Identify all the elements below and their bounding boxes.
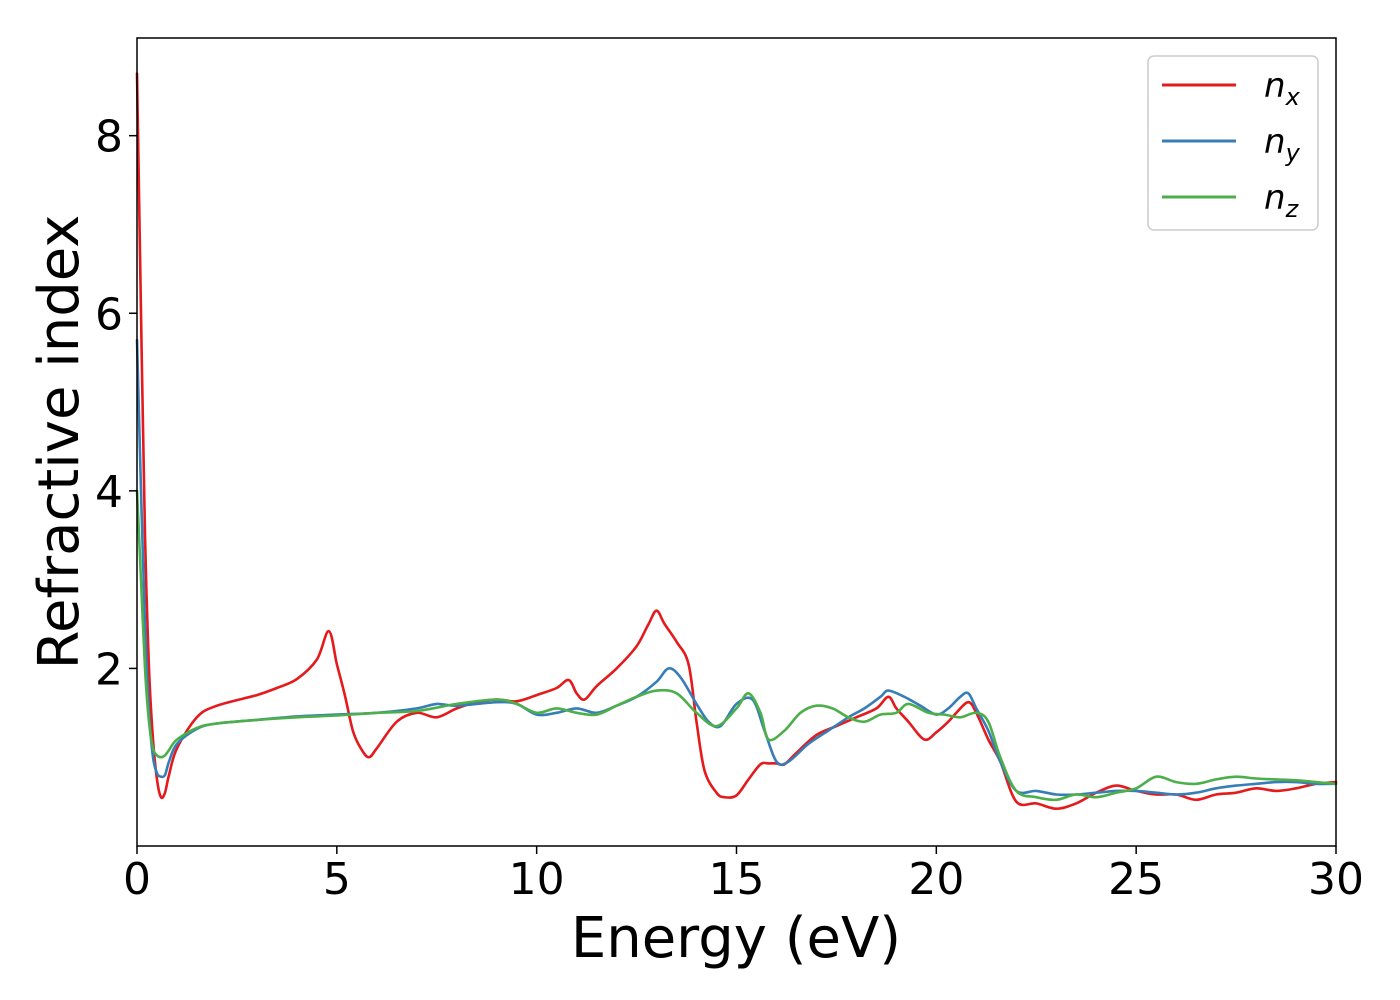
series-line-ny [135,338,1338,797]
y-axis: 2 4 6 8 [95,112,137,695]
x-tick-label: 0 [123,854,151,905]
series-layer [135,72,1338,810]
y-tick-label: 2 [95,644,123,695]
x-tick-label: 25 [1108,854,1164,905]
y-tick-label: 4 [95,467,123,518]
x-tick-label: 30 [1308,854,1364,905]
x-tick-label: 10 [509,854,565,905]
y-axis-title: Refractive index [27,215,92,670]
x-tick-label: 15 [709,854,765,905]
x-tick-label: 5 [323,854,351,905]
y-tick-label: 8 [95,112,123,163]
y-tick-label: 6 [95,289,123,340]
series-line-nz [135,489,1338,802]
legend-box [1147,55,1319,231]
series-line-nx [135,72,1338,810]
x-axis: 0 5 10 15 20 25 30 [123,846,1364,905]
x-axis-title: Energy (eV) [571,906,901,971]
x-tick-label: 20 [908,854,964,905]
